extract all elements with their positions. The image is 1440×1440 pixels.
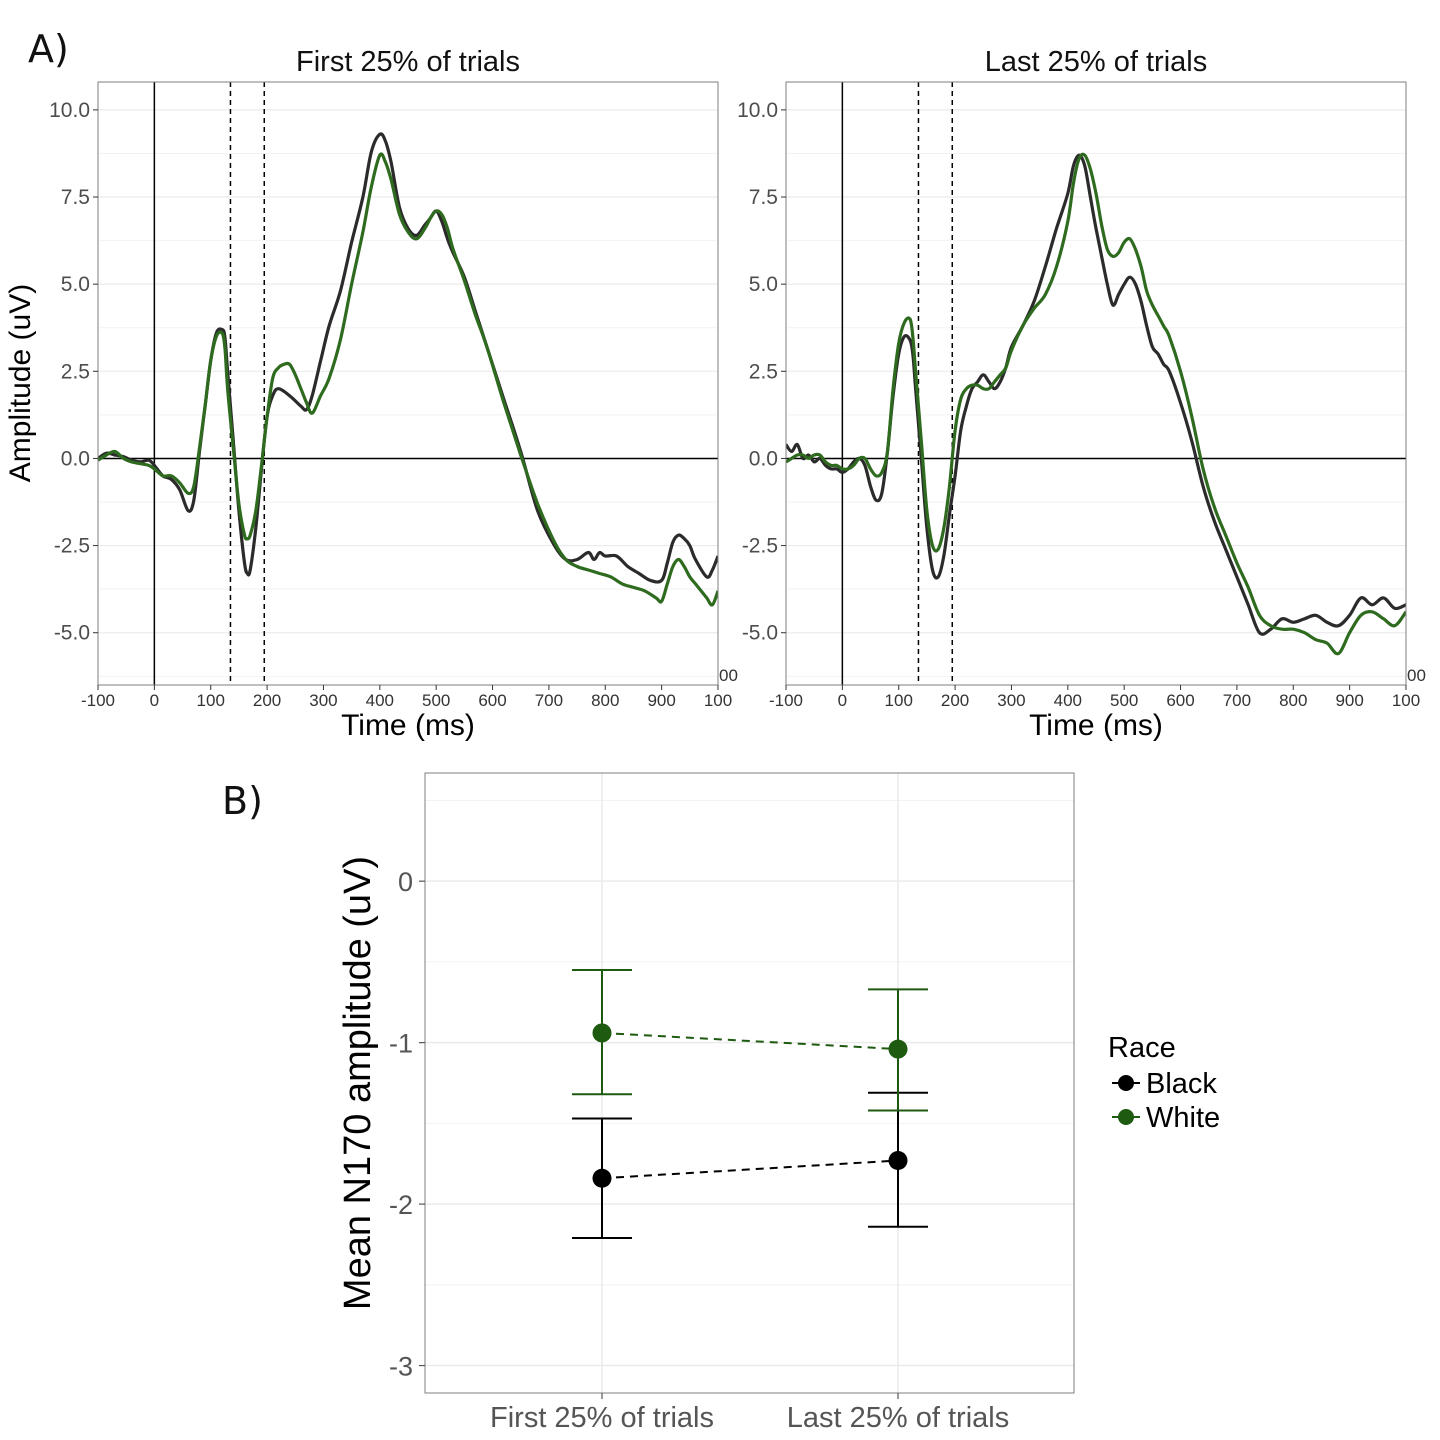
legend-label-black: Black — [1146, 1068, 1217, 1100]
x-tick-label: 100 — [1392, 691, 1420, 710]
x-axis-title-last: Time (ms) — [1029, 709, 1163, 742]
y-tick-label: -1 — [389, 1029, 413, 1059]
y-tick-label: -2.5 — [54, 535, 90, 558]
y-tick-label: 0 — [398, 867, 413, 897]
x-tick-label: 300 — [997, 691, 1025, 710]
y-tick-label: 5.0 — [749, 273, 778, 296]
x-tick-label: 700 — [1223, 691, 1251, 710]
y-tick-label: -2.5 — [742, 535, 778, 558]
erp-chart-last-25: Last 25% of trials Time (ms) 10.0 7.5 5.0 2… — [737, 46, 1426, 742]
panel-label-a: A) — [28, 27, 69, 71]
y-tick-label: 0.0 — [749, 447, 778, 470]
y-tick-label: -5.0 — [54, 622, 90, 645]
y-tick-label: 10.0 — [737, 99, 778, 122]
y-tick-label: 5.0 — [61, 273, 90, 296]
x-tick-label: 100 — [197, 691, 225, 710]
plot-border — [785, 81, 1407, 686]
x-tick-label: 0 — [150, 691, 159, 710]
y-tick-label: -3 — [389, 1352, 413, 1382]
data-point-black — [592, 1168, 612, 1188]
x-tick-label: 100 — [885, 691, 913, 710]
erp-line-white — [786, 152, 1406, 656]
legend-point-black — [1118, 1075, 1134, 1091]
x-tick-label: 600 — [478, 691, 506, 710]
erp-chart-first-25: First 25% of trials Time (ms) Amplitude … — [4, 46, 738, 742]
x-tick-label: 400 — [1054, 691, 1082, 710]
y-tick-label: 7.5 — [749, 186, 778, 209]
legend-title: Race — [1108, 1032, 1176, 1064]
y-tick-label: 0.0 — [61, 447, 90, 470]
chart-title-last: Last 25% of trials — [985, 46, 1207, 78]
x-tick-label: 0 — [838, 691, 847, 710]
data-point-black — [888, 1151, 908, 1170]
x-tick-edge-label: 00 — [719, 666, 738, 685]
x-tick-label: 600 — [1166, 691, 1194, 710]
x-tick-label: 700 — [535, 691, 563, 710]
x-tick-label: 900 — [1335, 691, 1363, 710]
plot-border — [424, 772, 1075, 1394]
panel-label-b: B) — [222, 779, 263, 823]
legend-item-black: Black — [1112, 1068, 1217, 1100]
x-tick-edge-label: 00 — [1407, 666, 1426, 685]
x-axis-title-first: Time (ms) — [341, 709, 475, 742]
x-tick-label: -100 — [769, 691, 803, 710]
y-tick-label: 7.5 — [61, 186, 90, 209]
x-tick-label: 400 — [366, 691, 394, 710]
data-point-white — [592, 1023, 612, 1043]
y-tick-label: -5.0 — [742, 622, 778, 645]
x-tick-label: Last 25% of trials — [787, 1402, 1009, 1434]
plot-border — [97, 81, 719, 686]
y-tick-label: 2.5 — [61, 360, 90, 383]
x-tick-label: 500 — [422, 691, 450, 710]
y-axis-title-erp: Amplitude (uV) — [4, 284, 37, 482]
y-axis-title-n170: Mean N170 amplitude (uV) — [337, 856, 379, 1310]
y-tick-label: 10.0 — [49, 99, 90, 122]
x-tick-label: 500 — [1110, 691, 1138, 710]
x-tick-label: 900 — [647, 691, 675, 710]
chart-title-first: First 25% of trials — [296, 46, 520, 78]
y-tick-label: 2.5 — [749, 360, 778, 383]
x-tick-label: 200 — [941, 691, 969, 710]
legend-point-white — [1118, 1109, 1134, 1125]
data-point-white — [888, 1039, 908, 1059]
connector-line-black — [601, 1159, 899, 1180]
x-tick-label: 800 — [591, 691, 619, 710]
x-tick-label: -100 — [81, 691, 115, 710]
x-tick-label: 200 — [253, 691, 281, 710]
n170-mean-chart: Mean N170 amplitude (uV) 0 -1 -2 -3 First 25… — [337, 772, 1075, 1434]
x-tick-label: 100 — [704, 691, 732, 710]
connector-line-white — [601, 1031, 899, 1051]
x-tick-label: 800 — [1279, 691, 1307, 710]
legend: Race Black White — [1108, 1032, 1220, 1134]
x-tick-label: First 25% of trials — [490, 1402, 714, 1434]
x-tick-label: 300 — [309, 691, 337, 710]
legend-label-white: White — [1146, 1102, 1220, 1134]
y-tick-label: -2 — [389, 1190, 413, 1220]
legend-item-white: White — [1112, 1102, 1220, 1134]
erp-line-white — [98, 152, 718, 607]
